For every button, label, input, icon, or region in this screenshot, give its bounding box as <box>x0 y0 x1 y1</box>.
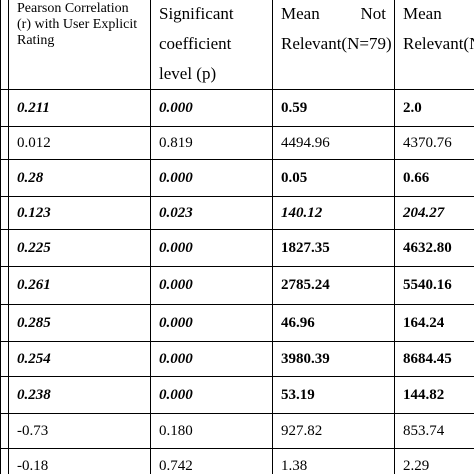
cell: 3980.39 <box>272 341 395 377</box>
cell <box>0 413 9 449</box>
cell <box>0 89 9 127</box>
cell: 0.742 <box>150 448 273 474</box>
table-row: 0.261 0.000 2785.24 5540.16 <box>0 266 474 305</box>
cell: 0.238 <box>8 376 151 414</box>
cell: 0.819 <box>150 126 273 160</box>
cell: 2.29 <box>394 448 474 474</box>
table-row: -0.73 0.180 927.82 853.74 <box>0 413 474 449</box>
cell <box>0 341 9 377</box>
cell: 4370.76 <box>394 126 474 160</box>
header-cell: Mean Not Relevant(N=79) <box>272 0 395 90</box>
cell: 0.000 <box>150 376 273 414</box>
cell: 164.24 <box>394 304 474 342</box>
cell: 0.000 <box>150 89 273 127</box>
cell: 0.28 <box>8 159 151 197</box>
header-cell: Significant coefficient level (p) <box>150 0 273 90</box>
cell: 0.000 <box>150 304 273 342</box>
cell: 0.012 <box>8 126 151 160</box>
table-row: 0.012 0.819 4494.96 4370.76 <box>0 126 474 160</box>
table-row: 0.211 0.000 0.59 2.0 <box>0 89 474 127</box>
cell <box>0 0 9 90</box>
cell: 2785.24 <box>272 266 395 305</box>
cell: 1827.35 <box>272 229 395 267</box>
cell: 0.180 <box>150 413 273 449</box>
cell: 5540.16 <box>394 266 474 305</box>
cell: 4494.96 <box>272 126 395 160</box>
cell: 0.225 <box>8 229 151 267</box>
cell: 204.27 <box>394 196 474 230</box>
cell: 2.0 <box>394 89 474 127</box>
table-row: 0.285 0.000 46.96 164.24 <box>0 304 474 342</box>
cell <box>0 376 9 414</box>
cell: 0.261 <box>8 266 151 305</box>
cell: 853.74 <box>394 413 474 449</box>
cell: 0.66 <box>394 159 474 197</box>
cell: 0.05 <box>272 159 395 197</box>
cell: 140.12 <box>272 196 395 230</box>
cell: 144.82 <box>394 376 474 414</box>
cell: 927.82 <box>272 413 395 449</box>
cell: 8684.45 <box>394 341 474 377</box>
cell: 1.38 <box>272 448 395 474</box>
cell: 0.211 <box>8 89 151 127</box>
cell: 0.254 <box>8 341 151 377</box>
cell <box>0 159 9 197</box>
cell <box>0 448 9 474</box>
cell <box>0 304 9 342</box>
header-row: Pearson Correlation (r) with User Explic… <box>0 0 474 90</box>
cell <box>0 196 9 230</box>
table-row: 0.254 0.000 3980.39 8684.45 <box>0 341 474 377</box>
cell: 0.000 <box>150 229 273 267</box>
cell: 0.000 <box>150 159 273 197</box>
cell: 0.123 <box>8 196 151 230</box>
header-cell: Mean Relevant(N=264) <box>394 0 474 90</box>
table-row: 0.238 0.000 53.19 144.82 <box>0 376 474 414</box>
table-row: 0.123 0.023 140.12 204.27 <box>0 196 474 230</box>
cell: 0.000 <box>150 341 273 377</box>
cell <box>0 229 9 267</box>
header-cell: Pearson Correlation (r) with User Explic… <box>8 0 151 90</box>
cell: 0.023 <box>150 196 273 230</box>
cell: 53.19 <box>272 376 395 414</box>
cell: 0.59 <box>272 89 395 127</box>
cell: 46.96 <box>272 304 395 342</box>
table-row: 0.225 0.000 1827.35 4632.80 <box>0 229 474 267</box>
table-row: -0.18 0.742 1.38 2.29 <box>0 448 474 474</box>
table-row: 0.28 0.000 0.05 0.66 <box>0 159 474 197</box>
cell: 0.000 <box>150 266 273 305</box>
cell: -0.18 <box>8 448 151 474</box>
cell: 0.285 <box>8 304 151 342</box>
cell: 4632.80 <box>394 229 474 267</box>
cell <box>0 126 9 160</box>
cell: -0.73 <box>8 413 151 449</box>
cell <box>0 266 9 305</box>
